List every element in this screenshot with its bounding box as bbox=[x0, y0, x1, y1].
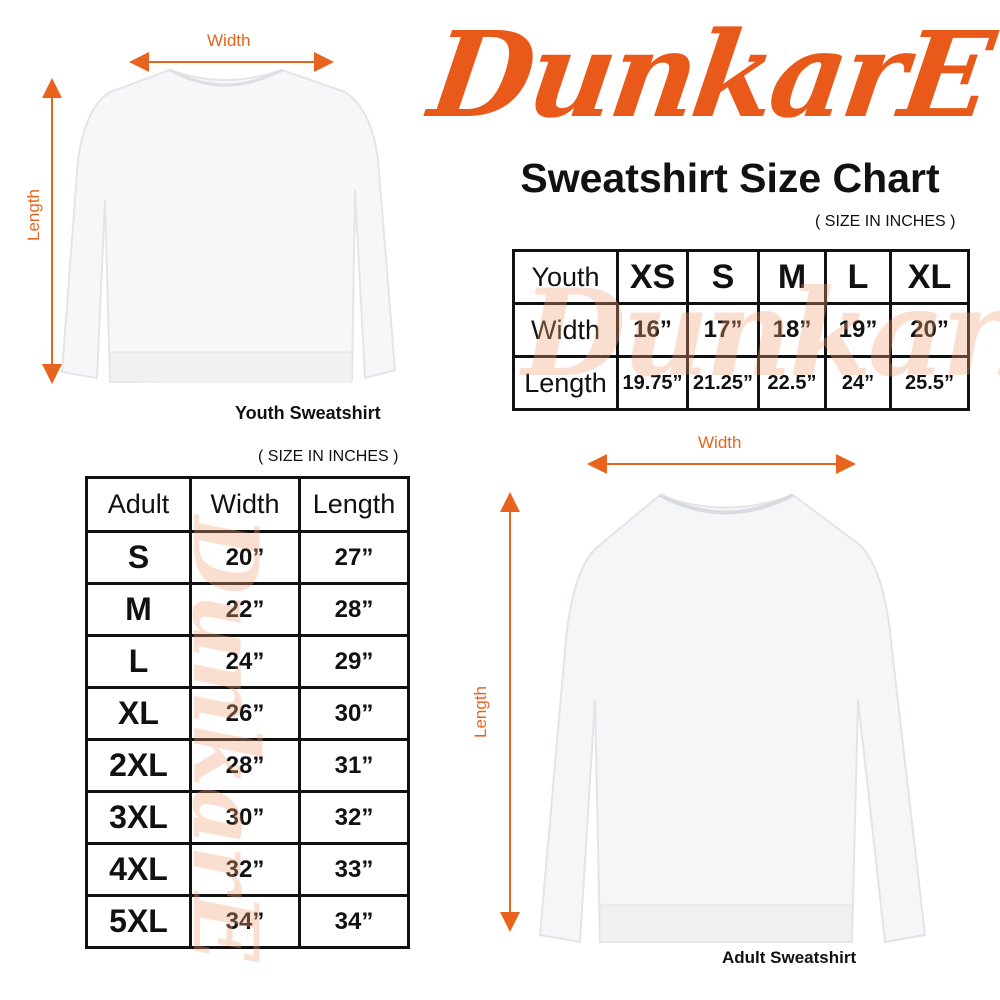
youth-size-table: Youth XS S M L XL Width 16” 17” 18” 19” … bbox=[512, 249, 1000, 411]
table-cell: 34” bbox=[298, 894, 410, 949]
table-cell: L bbox=[824, 249, 892, 305]
youth-sweatshirt-image bbox=[60, 68, 397, 384]
table-cell: 21.25” bbox=[686, 355, 760, 411]
table-row: XL 26” 30” bbox=[85, 686, 410, 741]
table-header-row: Adult Width Length bbox=[85, 476, 410, 533]
adult-caption: Adult Sweatshirt bbox=[722, 948, 857, 967]
table-cell: 5XL bbox=[85, 894, 192, 949]
adult-size-table: Adult Width Length S 20” 27” M 22” 28” L 24” 29”… bbox=[85, 476, 410, 962]
table-cell: 26” bbox=[189, 686, 301, 741]
table-cell: 28” bbox=[189, 738, 301, 793]
table-cell: 3XL bbox=[85, 790, 192, 845]
table-cell: Youth bbox=[512, 249, 619, 305]
table-cell: 28” bbox=[298, 582, 410, 637]
table-row: 3XL 30” 32” bbox=[85, 790, 410, 845]
table-cell: Width bbox=[512, 302, 619, 358]
table-cell: 31” bbox=[298, 738, 410, 793]
adult-width-label: Width bbox=[698, 433, 742, 452]
adult-sweatshirt-image bbox=[538, 493, 927, 944]
table-cell: 4XL bbox=[85, 842, 192, 897]
table-cell: XS bbox=[616, 249, 689, 305]
youth-length-label: Length bbox=[24, 189, 43, 241]
table-row: 4XL 32” 33” bbox=[85, 842, 410, 897]
table-cell: 20” bbox=[889, 302, 970, 358]
table-cell: 32” bbox=[189, 842, 301, 897]
table-cell: S bbox=[686, 249, 760, 305]
table-cell: XL bbox=[85, 686, 192, 741]
table-cell: 24” bbox=[189, 634, 301, 689]
table-cell: 30” bbox=[298, 686, 410, 741]
table-row: M 22” 28” bbox=[85, 582, 410, 637]
table-cell: 32” bbox=[298, 790, 410, 845]
table-cell: M bbox=[757, 249, 827, 305]
table-header-row: Youth XS S M L XL bbox=[512, 249, 970, 305]
table-cell: Width bbox=[189, 476, 301, 533]
table-cell: M bbox=[85, 582, 192, 637]
table-cell: 25.5” bbox=[889, 355, 970, 411]
table-row: Length 19.75” 21.25” 22.5” 24” 25.5” bbox=[512, 355, 970, 411]
table-cell: S bbox=[85, 530, 192, 585]
table-cell: 19.75” bbox=[616, 355, 689, 411]
table-cell: 22.5” bbox=[757, 355, 827, 411]
table-cell: 27” bbox=[298, 530, 410, 585]
table-cell: 2XL bbox=[85, 738, 192, 793]
adult-unit-note: ( SIZE IN INCHES ) bbox=[258, 448, 399, 465]
table-cell: Length bbox=[298, 476, 410, 533]
table-cell: 24” bbox=[824, 355, 892, 411]
table-row: Width 16” 17” 18” 19” 20” bbox=[512, 302, 970, 358]
adult-length-label: Length bbox=[471, 686, 490, 738]
table-cell: Adult bbox=[85, 476, 192, 533]
table-row: L 24” 29” bbox=[85, 634, 410, 689]
table-row: S 20” 27” bbox=[85, 530, 410, 585]
table-cell: 17” bbox=[686, 302, 760, 358]
youth-width-label: Width bbox=[207, 31, 251, 50]
table-row: 5XL 34” 34” bbox=[85, 894, 410, 949]
page-title: Sweatshirt Size Chart bbox=[520, 155, 940, 201]
table-cell: 33” bbox=[298, 842, 410, 897]
table-cell: L bbox=[85, 634, 192, 689]
table-cell: 22” bbox=[189, 582, 301, 637]
table-cell: 20” bbox=[189, 530, 301, 585]
youth-caption: Youth Sweatshirt bbox=[235, 403, 381, 423]
table-cell: XL bbox=[889, 249, 970, 305]
table-cell: Length bbox=[512, 355, 619, 411]
table-row: 2XL 28” 31” bbox=[85, 738, 410, 793]
table-cell: 19” bbox=[824, 302, 892, 358]
youth-unit-note: ( SIZE IN INCHES ) bbox=[815, 213, 956, 230]
table-cell: 34” bbox=[189, 894, 301, 949]
table-cell: 29” bbox=[298, 634, 410, 689]
table-cell: 18” bbox=[757, 302, 827, 358]
table-cell: 30” bbox=[189, 790, 301, 845]
table-cell: 16” bbox=[616, 302, 689, 358]
